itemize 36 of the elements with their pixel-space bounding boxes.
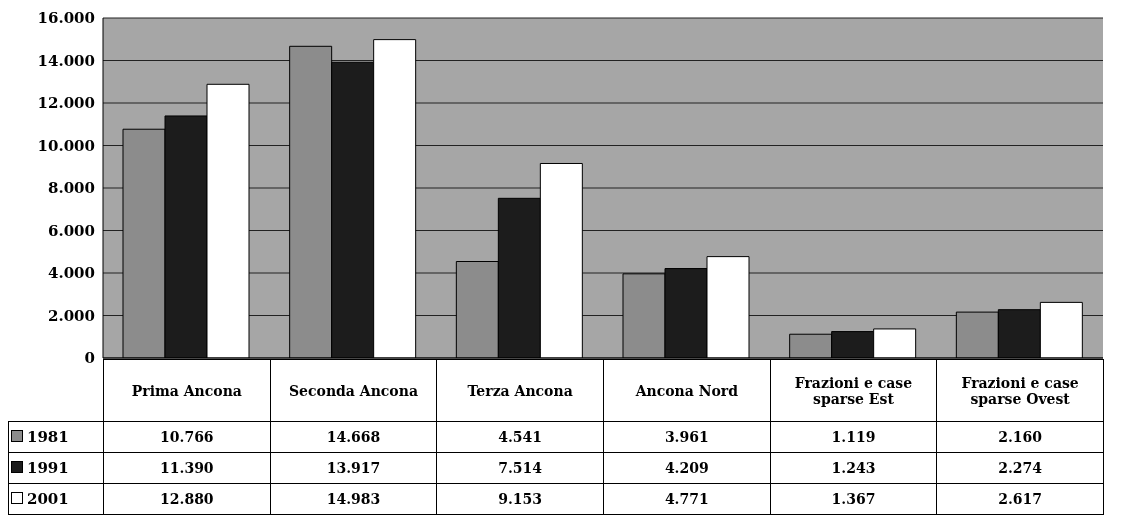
- data-label: 1.119: [770, 421, 937, 453]
- data-label: 12.880: [103, 483, 271, 515]
- data-label: 2.160: [936, 421, 1104, 453]
- y-tick-label: 0: [84, 349, 95, 368]
- data-label: 1.367: [770, 483, 937, 515]
- data-label: 11.390: [103, 452, 271, 484]
- data-label: 2.274: [936, 452, 1104, 484]
- data-label: 3.961: [603, 421, 771, 453]
- data-label: 2.617: [936, 483, 1104, 515]
- data-label: 14.668: [270, 421, 437, 453]
- data-label: 4.541: [436, 421, 604, 453]
- y-tick-label: 16.000: [37, 9, 95, 28]
- data-label: 9.153: [436, 483, 604, 515]
- y-tick-label: 12.000: [37, 94, 95, 113]
- data-label: 4.209: [603, 452, 771, 484]
- y-tick-label: 14.000: [37, 51, 95, 70]
- data-label: 10.766: [103, 421, 271, 453]
- legend-label: 2001: [8, 483, 104, 515]
- y-tick-label: 2.000: [48, 306, 95, 325]
- data-label: 1.243: [770, 452, 937, 484]
- data-label: 13.917: [270, 452, 437, 484]
- x-tick-label: Frazioni e case sparse Ovest: [936, 359, 1104, 422]
- y-tick-label: 6.000: [48, 221, 95, 240]
- y-tick-label: 10.000: [37, 136, 95, 155]
- y-tick-label: 4.000: [48, 264, 95, 283]
- legend-label: 1991: [8, 452, 104, 484]
- legend-label: 1981: [8, 421, 104, 453]
- y-tick-label: 8.000: [48, 179, 95, 198]
- data-label: 14.983: [270, 483, 437, 515]
- data-label: 7.514: [436, 452, 604, 484]
- x-tick-label: Prima Ancona: [103, 359, 271, 422]
- x-tick-label: Seconda Ancona: [270, 359, 437, 422]
- x-tick-label: Ancona Nord: [603, 359, 771, 422]
- data-label: 4.771: [603, 483, 771, 515]
- x-tick-label: Frazioni e case sparse Est: [770, 359, 937, 422]
- x-tick-label: Terza Ancona: [436, 359, 604, 422]
